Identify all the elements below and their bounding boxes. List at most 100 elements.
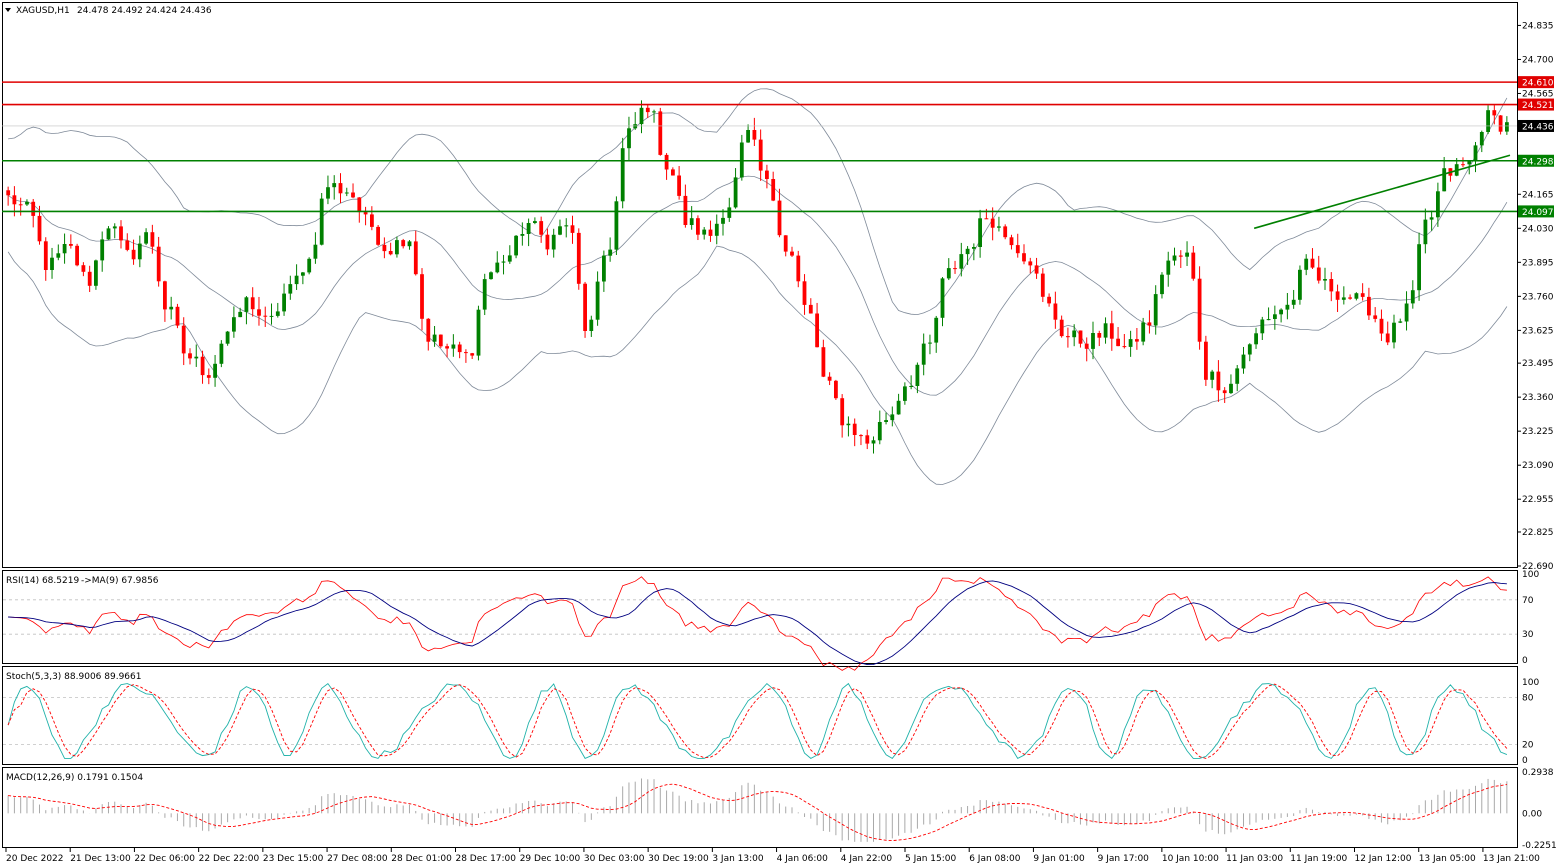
candle-body [1505,122,1509,132]
candle-body [1291,299,1296,305]
candle-body [997,226,1001,228]
candle-body [1197,278,1202,342]
candle-body [1486,110,1490,132]
candle-body [946,268,951,279]
candle-body [1310,258,1315,268]
candle-body [363,212,368,215]
triangle-down-icon[interactable] [5,8,11,12]
stoch-label: Stoch(5,3,3) 88.9006 89.9661 [6,672,141,682]
candle-body [1216,371,1221,391]
candle-body [1097,333,1102,338]
price-axis-label: 24.700 [1522,55,1554,65]
candle-body [965,248,970,255]
time-axis-label: 20 Dec 2022 [6,854,64,864]
candle-body [1185,252,1189,257]
candle-body [940,278,945,318]
time-axis-label: 9 Jan 01:00 [1033,854,1085,864]
candle-body [627,128,631,149]
candle-body [307,258,312,273]
bollinger-middle-band [7,175,1508,396]
price-axis-label: 24.030 [1522,224,1554,234]
candle-body [1172,255,1177,261]
candle-body [25,201,29,205]
candle-body [865,435,870,444]
rsi-axis-label: 0 [1522,656,1528,666]
candle-body [1467,161,1472,165]
candle-body [1059,319,1064,337]
candle-body [1229,383,1233,394]
time-axis-label: 5 Jan 15:00 [905,854,957,864]
candle-body [1442,168,1447,192]
ascending-trendline[interactable] [1253,154,1511,230]
candle-body [702,229,707,235]
candle-body [602,255,606,282]
candle-body [777,200,782,236]
candle-body [357,197,362,213]
candle-body [31,201,36,216]
candle-body [257,309,261,316]
candle-body [1404,303,1409,322]
candle-body [896,400,901,415]
candle-body [696,218,700,235]
candle-body [1135,339,1139,342]
candle-body [1053,303,1058,320]
candle-body [1316,267,1321,281]
candle-body [714,223,719,236]
candle-body [1166,260,1171,275]
candle-body [50,257,54,270]
candle-body [1354,293,1359,299]
rsi-line [8,576,1507,671]
time-axis-label: 27 Dec 08:00 [327,854,388,864]
candle-body [495,262,500,273]
time-axis-label: 28 Dec 17:00 [455,854,516,864]
candle-body [614,201,619,250]
support-price-tag [1518,205,1554,218]
candle-body [188,353,192,359]
resistance-price-tag-label: 24.521 [1522,101,1554,111]
symbol-label: XAGUSD,H1 [16,6,70,16]
price-axis-label: 22.690 [1522,562,1554,572]
candle-body [783,235,788,252]
candle-body [489,272,493,280]
candle-body [482,279,487,310]
candle-body [727,207,732,218]
candle-body [1204,341,1208,380]
candle-body [451,344,456,349]
candle-body [564,225,569,227]
candle-body [351,192,355,198]
candle-body [1222,390,1227,394]
time-axis-label: 9 Jan 17:00 [1098,854,1150,864]
candle-body [934,317,939,343]
candle-body [225,331,230,344]
candle-body [796,255,801,282]
trendline[interactable] [1253,154,1511,230]
candle-body [608,249,613,256]
macd-panel[interactable] [2,767,1518,848]
rsi-panel[interactable] [2,570,1518,664]
candle-body [790,251,794,256]
candle-body [1047,296,1051,304]
candle-body [125,240,130,250]
candle-body [1160,274,1164,295]
candle-body [1034,265,1039,274]
candle-body [1091,333,1095,349]
candle-body [909,386,914,387]
time-axis-label: 22 Dec 22:00 [199,854,260,864]
candle-body [1436,191,1440,218]
time-axis-label: 28 Dec 01:00 [391,854,452,864]
candle-body [1122,346,1127,348]
candle-body [156,246,161,282]
candle-body [1260,319,1265,334]
main-price-panel[interactable] [2,2,1518,568]
stochastic-panel[interactable] [2,666,1518,765]
rsi-ma-label: ->MA(9) 67.9856 [81,576,159,586]
candle-body [1398,321,1403,323]
candle-body [338,183,343,194]
price-axis-label: 24.165 [1522,190,1554,200]
candle-body [551,234,556,250]
macd-axis-label: 0.2938 [1522,768,1554,778]
horizontal-levels[interactable]: 24.610 24.521 24.298 24.097 24.436 [2,76,1554,218]
resistance-price-tag [1518,98,1554,111]
candle-body [507,255,512,262]
